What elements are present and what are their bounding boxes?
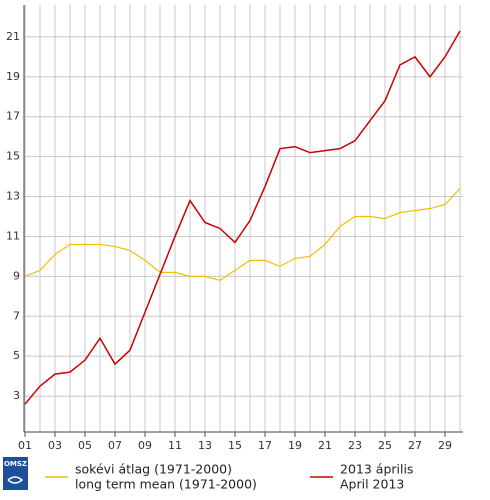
x-tick-label: 15 (228, 439, 242, 452)
x-tick-label: 07 (108, 439, 122, 452)
legend-label-en: long term mean (1971-2000) (75, 477, 257, 492)
y-tick-label: 11 (6, 229, 20, 242)
x-tick-label: 01 (18, 439, 32, 452)
y-tick-label: 5 (13, 349, 20, 362)
x-tick-label: 05 (78, 439, 92, 452)
y-tick-label: 15 (6, 150, 20, 163)
series-line (24, 188, 461, 282)
x-tick-label: 09 (138, 439, 152, 452)
x-tick-label: 21 (318, 439, 332, 452)
y-tick-label: 13 (6, 190, 20, 203)
legend-label: sokévi átlag (1971-2000) (75, 462, 232, 477)
y-tick-label: 19 (6, 70, 20, 83)
x-tick-label: 23 (348, 439, 362, 452)
x-tick-label: 11 (168, 439, 182, 452)
x-tick-label: 25 (378, 439, 392, 452)
logo-text: OMSZ (4, 460, 27, 468)
x-tick-label: 27 (408, 439, 422, 452)
logo (3, 457, 28, 490)
y-tick-label: 9 (13, 269, 20, 282)
x-tick-label: 03 (48, 439, 62, 452)
legend-label: 2013 április (340, 462, 413, 477)
x-tick-label: 19 (288, 439, 302, 452)
y-tick-label: 17 (6, 110, 20, 123)
series-line (24, 30, 461, 405)
legend-label-en: April 2013 (340, 477, 404, 492)
y-tick-label: 7 (13, 309, 20, 322)
x-tick-label: 13 (198, 439, 212, 452)
logo-wave (7, 476, 24, 484)
y-tick-label: 3 (13, 389, 20, 402)
y-tick-label: 21 (6, 30, 20, 43)
x-tick-label: 29 (438, 439, 452, 452)
x-tick-label: 17 (258, 439, 272, 452)
